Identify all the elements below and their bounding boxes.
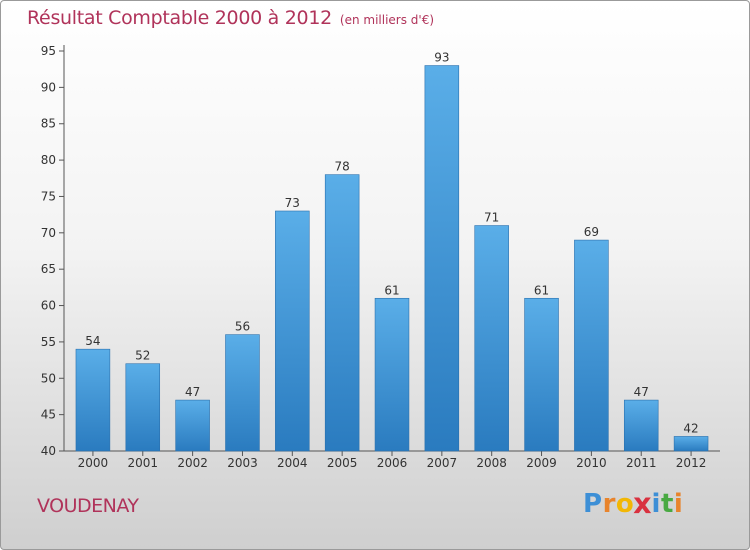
bar-value-label: 71 (484, 211, 499, 225)
x-tick-label: 2006 (377, 456, 408, 470)
x-tick-label: 2002 (177, 456, 208, 470)
bar-2000 (75, 348, 111, 452)
chart-title: Résultat Comptable 2000 à 2012 (en millie… (27, 7, 434, 29)
x-tick-label: 2011 (626, 456, 657, 470)
bar-2001 (125, 363, 161, 452)
logo-letter: o (615, 489, 635, 519)
logo-letter: t (660, 489, 674, 519)
x-tick-label: 2008 (476, 456, 507, 470)
x-tick-label: 2010 (576, 456, 607, 470)
bar-2010 (574, 239, 609, 452)
bar-2007 (424, 65, 460, 452)
x-tick-label: 2007 (427, 456, 458, 470)
bar-value-label: 42 (683, 421, 698, 435)
bar-2006 (374, 297, 410, 452)
x-tick-label: 2003 (227, 456, 258, 470)
x-tick-label: 2001 (127, 456, 158, 470)
logo-letter: x (633, 487, 653, 521)
x-tick-label: 2012 (676, 456, 707, 470)
title-unit: (en milliers d'€) (339, 13, 435, 27)
y-tick-label: 95 (41, 44, 56, 58)
city-name: VOUDENAY (37, 495, 139, 517)
bar-value-label: 73 (285, 196, 300, 210)
logo-letter: i (651, 489, 661, 519)
x-axis: 2000 2001 2002 2003 2004 2005 2006 2007 2008 2009… (64, 450, 720, 470)
bar-2002 (175, 399, 210, 452)
bar-2003 (225, 334, 260, 452)
x-tick-label: 2009 (526, 456, 557, 470)
y-tick-label: 65 (41, 262, 56, 276)
y-tick-label: 40 (41, 444, 56, 458)
y-tick-label: 70 (41, 226, 56, 240)
x-tick-label: 2005 (327, 456, 358, 470)
bars: 54 52 47 56 73 78 61 93 71 61 69 47 42 (75, 51, 709, 452)
logo-letter: i (673, 489, 684, 519)
bar-value-label: 54 (85, 334, 100, 348)
proxiti-logo: Proxiti (583, 487, 684, 521)
y-tick-label: 50 (41, 371, 56, 385)
y-tick-label: 80 (41, 153, 56, 167)
y-tick-label: 60 (41, 299, 56, 313)
bar-value-label: 61 (534, 283, 549, 297)
bar-value-label: 56 (235, 320, 250, 334)
y-tick-label: 75 (41, 189, 56, 203)
y-tick-label: 55 (41, 335, 56, 349)
bar-value-label: 47 (185, 385, 200, 399)
bar-value-label: 61 (384, 283, 399, 297)
y-axis: 40 45 50 55 60 65 70 75 80 85 90 95 (41, 44, 65, 458)
bar-value-label: 47 (634, 385, 649, 399)
x-tick-label: 2004 (277, 456, 308, 470)
bar-value-label: 93 (434, 51, 449, 65)
bar-2005 (324, 174, 360, 452)
bar-2011 (623, 399, 659, 452)
y-tick-label: 85 (41, 117, 56, 131)
y-tick-label: 90 (41, 80, 56, 94)
bar-value-label: 52 (135, 349, 150, 363)
title-text: Résultat Comptable 2000 à 2012 (27, 7, 332, 29)
bar-2004 (275, 210, 310, 452)
logo-letter: r (602, 489, 616, 519)
bar-2012 (673, 436, 709, 452)
bar-value-label: 78 (335, 160, 350, 174)
bar-value-label: 69 (584, 225, 599, 239)
y-tick-label: 45 (41, 408, 56, 422)
bar-2008 (474, 225, 509, 452)
bar-2009 (524, 297, 559, 452)
logo-letter: P (583, 489, 603, 519)
x-tick-label: 2000 (78, 456, 109, 470)
